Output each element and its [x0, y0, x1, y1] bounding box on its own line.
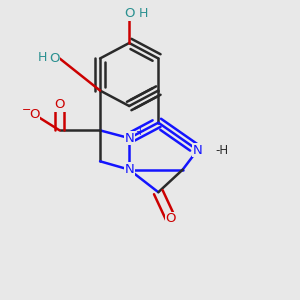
Text: N: N [124, 163, 134, 176]
Text: H: H [139, 7, 148, 20]
Text: N: N [124, 132, 134, 145]
Text: O: O [166, 212, 176, 226]
Text: O: O [54, 98, 65, 111]
Text: H: H [38, 51, 47, 64]
Text: O: O [29, 108, 39, 121]
Text: N: N [193, 143, 202, 157]
Text: +: + [136, 127, 145, 136]
Text: -H: -H [215, 143, 229, 157]
Text: O: O [49, 52, 60, 65]
Text: −: − [22, 105, 31, 115]
Text: O: O [124, 7, 134, 20]
